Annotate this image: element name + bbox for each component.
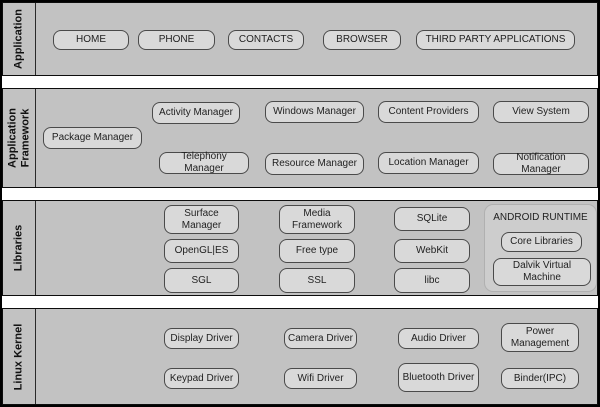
node-home: HOME	[53, 30, 129, 50]
node-third-party-applications: THIRD PARTY APPLICATIONS	[416, 30, 575, 50]
node-display-driver: Display Driver	[164, 328, 239, 349]
node-surface-manager: Surface Manager	[164, 205, 239, 234]
node-libc: libc	[394, 268, 470, 293]
node-notification-manager: Notification Manager	[493, 152, 589, 175]
node-activity-manager: Activity Manager	[152, 102, 240, 124]
layer-application: Application HOME PHONE CONTACTS BROWSER …	[2, 2, 598, 76]
node-binder-ipc: Binder(IPC)	[501, 368, 579, 389]
layer-linux-kernel: Linux Kernel Display Driver Camera Drive…	[2, 308, 598, 405]
node-phone: PHONE	[138, 30, 215, 50]
node-ssl: SSL	[279, 268, 355, 293]
layer-application-framework: Application Framework Package Manager Ac…	[2, 88, 598, 188]
layer-libraries-label: Libraries	[12, 224, 25, 272]
layer-libraries-label-column: Libraries	[3, 201, 36, 295]
layer-framework-label-column: Application Framework	[3, 89, 36, 187]
node-audio-driver: Audio Driver	[398, 328, 479, 349]
layer-libraries: Libraries Surface Manager OpenGL|ES SGL …	[2, 200, 598, 296]
layer-kernel-label-column: Linux Kernel	[3, 309, 36, 404]
node-dalvik-virtual-machine: Dalvik Virtual Machine	[493, 258, 591, 286]
node-keypad-driver: Keypad Driver	[164, 368, 239, 389]
node-bluetooth-driver: Bluetooth Driver	[398, 363, 479, 392]
node-sgl: SGL	[164, 268, 239, 293]
layer-framework-label: Application Framework	[6, 108, 31, 168]
android-runtime-title: ANDROID RUNTIME	[493, 212, 588, 223]
layer-application-label: Application	[12, 9, 25, 69]
node-view-system: View System	[493, 101, 589, 123]
node-power-management: Power Management	[501, 323, 579, 352]
node-telephony-manager: Telephony Manager	[159, 151, 249, 174]
node-media-framework: Media Framework	[279, 205, 355, 234]
node-core-libraries: Core Libraries	[501, 232, 582, 252]
node-contacts: CONTACTS	[228, 30, 304, 50]
node-location-manager: Location Manager	[378, 152, 479, 174]
node-camera-driver: Camera Driver	[284, 328, 357, 349]
android-runtime-group: ANDROID RUNTIME Core Libraries Dalvik Vi…	[484, 204, 597, 292]
node-windows-manager: Windows Manager	[265, 101, 364, 123]
node-package-manager: Package Manager	[43, 127, 142, 149]
node-browser: BROWSER	[323, 30, 401, 50]
node-free-type: Free type	[279, 239, 355, 263]
node-wifi-driver: Wifi Driver	[284, 368, 357, 389]
layer-application-label-column: Application	[3, 3, 36, 75]
node-sqlite: SQLite	[394, 207, 470, 231]
node-webkit: WebKit	[394, 239, 470, 263]
node-resource-manager: Resource Manager	[265, 153, 364, 175]
node-content-providers: Content Providers	[378, 101, 479, 123]
layer-kernel-label: Linux Kernel	[12, 323, 25, 390]
node-opengl-es: OpenGL|ES	[164, 239, 239, 263]
